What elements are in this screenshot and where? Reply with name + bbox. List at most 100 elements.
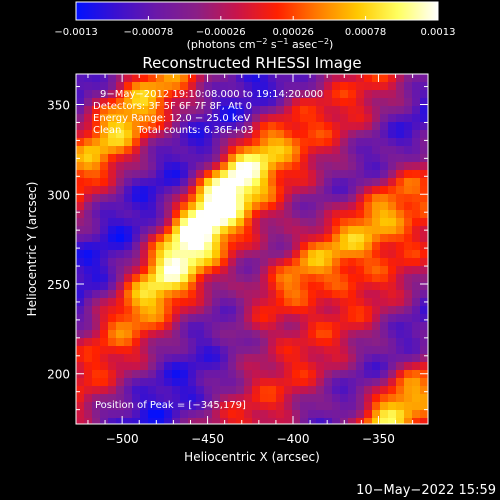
heatmap-cell (372, 146, 381, 155)
heatmap-cell (356, 378, 365, 387)
heatmap-cell (388, 138, 397, 147)
heatmap-cell (404, 418, 413, 424)
heatmap-cell (380, 138, 389, 147)
heatmap-cell (380, 90, 389, 99)
heatmap-cell (340, 386, 349, 395)
heatmap-cell (388, 74, 397, 83)
heatmap-cell (308, 178, 317, 187)
heatmap-cell (156, 178, 165, 187)
heatmap-cell (228, 82, 237, 91)
heatmap-cell (372, 178, 381, 187)
heatmap-cell (84, 354, 93, 363)
heatmap-cell (324, 202, 333, 211)
heatmap-cell (100, 274, 109, 283)
heatmap-cell (324, 90, 333, 99)
heatmap-cell (380, 202, 389, 211)
heatmap-cell (108, 274, 117, 283)
heatmap-cell (252, 154, 261, 163)
heatmap-cell (92, 402, 101, 411)
heatmap-cell (212, 346, 221, 355)
colorbar-tick-label: −0.00026 (196, 27, 246, 38)
heatmap-cell (356, 402, 365, 411)
heatmap-cell (380, 234, 389, 243)
heatmap-cell (348, 178, 357, 187)
heatmap-cell (276, 194, 285, 203)
heatmap-cell (252, 314, 261, 323)
heatmap-cell (332, 330, 341, 339)
heatmap-cell (420, 354, 428, 363)
heatmap-cell (372, 242, 381, 251)
heatmap-cell (100, 338, 109, 347)
heatmap-cell (356, 410, 365, 419)
heatmap-cell (348, 370, 357, 379)
heatmap-cell (228, 210, 237, 219)
heatmap-cell (116, 346, 125, 355)
heatmap-cell (372, 226, 381, 235)
heatmap-cell (308, 370, 317, 379)
heatmap-cell (228, 346, 237, 355)
heatmap-cell (124, 314, 133, 323)
heatmap-cell (308, 194, 317, 203)
heatmap-cell (140, 370, 149, 379)
heatmap-cell (180, 154, 189, 163)
heatmap-cell (276, 106, 285, 115)
heatmap-cell (396, 266, 405, 275)
heatmap-cell (172, 394, 181, 403)
heatmap-cell (204, 178, 213, 187)
heatmap-cell (188, 202, 197, 211)
heatmap-cell (116, 354, 125, 363)
heatmap-cell (228, 226, 237, 235)
heatmap-cell (276, 202, 285, 211)
heatmap-cell (412, 130, 421, 139)
heatmap-cell (140, 90, 149, 99)
heatmap-cell (172, 138, 181, 147)
heatmap-cell (124, 122, 133, 131)
heatmap-cell (324, 74, 333, 83)
heatmap-cell (196, 202, 205, 211)
heatmap-cell (412, 234, 421, 243)
heatmap-cell (188, 122, 197, 131)
heatmap-cell (84, 138, 93, 147)
heatmap-cell (76, 242, 85, 251)
heatmap-cell (212, 194, 221, 203)
heatmap-cell (372, 98, 381, 107)
heatmap-cell (412, 146, 421, 155)
heatmap-cell (156, 122, 165, 131)
heatmap-cell (156, 202, 165, 211)
heatmap-cell (188, 250, 197, 259)
heatmap-cell (140, 194, 149, 203)
heatmap-cell (380, 210, 389, 219)
heatmap-cell (164, 410, 173, 419)
heatmap-cell (196, 354, 205, 363)
heatmap-cell (84, 146, 93, 155)
heatmap-cell (196, 194, 205, 203)
heatmap-cell (340, 106, 349, 115)
heatmap-cell (84, 74, 93, 83)
heatmap-cell (164, 362, 173, 371)
heatmap-cell (308, 186, 317, 195)
heatmap-cell (252, 90, 261, 99)
heatmap-cell (196, 330, 205, 339)
heatmap-cell (404, 218, 413, 227)
heatmap-cell (252, 114, 261, 123)
heatmap-cell (236, 346, 245, 355)
heatmap-cell (364, 402, 373, 411)
heatmap-cell (340, 154, 349, 163)
heatmap-cell (204, 274, 213, 283)
heatmap-cell (348, 338, 357, 347)
heatmap-cell (380, 338, 389, 347)
heatmap-cell (84, 178, 93, 187)
heatmap-cell (260, 354, 269, 363)
heatmap-cell (388, 234, 397, 243)
heatmap-cell (388, 162, 397, 171)
heatmap-cell (212, 378, 221, 387)
heatmap-cell (188, 234, 197, 243)
heatmap-cell (220, 90, 229, 99)
heatmap-cell (308, 274, 317, 283)
heatmap-cell (132, 394, 141, 403)
heatmap-cell (308, 130, 317, 139)
heatmap-cell (196, 138, 205, 147)
heatmap-cell (348, 226, 357, 235)
heatmap-cell (204, 130, 213, 139)
heatmap-cell (124, 154, 133, 163)
